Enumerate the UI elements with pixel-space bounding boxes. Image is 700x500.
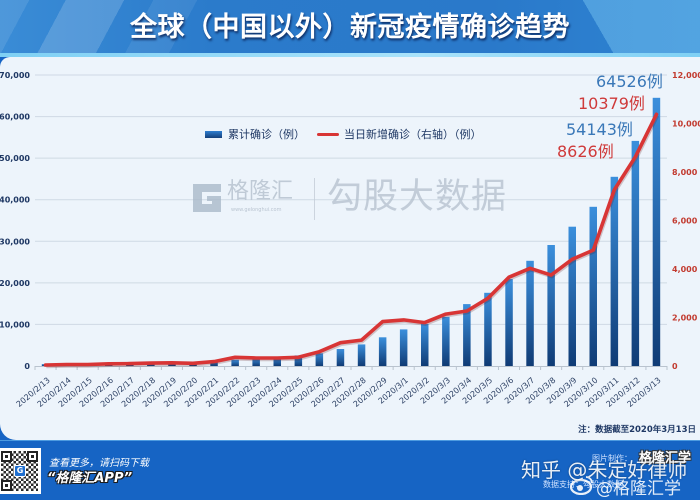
legend-bar-label: 累计确诊（例） [228, 128, 305, 141]
legend-bar-swatch [205, 130, 222, 138]
bar-cumulative [484, 292, 492, 366]
bar-cumulative [568, 226, 576, 366]
annotation-daily-3-13: 10379例 [578, 94, 645, 113]
right-axis-tick-label: 2,000 [672, 314, 698, 323]
credit-image-label: 图片制作： [592, 454, 632, 463]
right-axis-tick-label: 6,000 [672, 217, 698, 226]
cumulative-bars [41, 97, 661, 367]
bar-cumulative [294, 355, 303, 366]
right-y-axis: 0 2,000 4,000 6,000 8,000 10,000 12,000 [672, 71, 700, 371]
bar-cumulative [505, 279, 513, 366]
annotation-daily-3-12: 8626例 [557, 142, 614, 161]
right-axis-tick-label: 0 [672, 362, 678, 371]
gridlines [35, 74, 667, 325]
left-axis-tick-label: 0 [24, 362, 30, 371]
zhihu-watermark: 知乎 @朱定好律师 [521, 458, 688, 482]
left-axis-tick-label: 20,000 [0, 279, 30, 288]
page-title: 全球（中国以外）新冠疫情确诊趋势 [130, 12, 570, 43]
chart-legend: 累计确诊（例） 当日新增确诊（右轴）（例） [205, 126, 482, 142]
bar-cumulative [631, 140, 640, 366]
left-axis-tick-label: 30,000 [0, 237, 30, 246]
qr-code-pattern: G [1, 451, 38, 491]
legend-line-label: 当日新增确诊（右轴）（例） [344, 128, 482, 141]
gelonghui-logo-icon [193, 184, 221, 212]
footer-divider [0, 440, 700, 441]
credit-data-source: 数据支持：勾股大数据 [543, 480, 623, 489]
qr-code-icon[interactable]: G [0, 448, 41, 494]
watermark-url: www.gelonghui.com [231, 207, 282, 213]
header-divider [0, 53, 700, 57]
legend-line-swatch [317, 132, 339, 136]
left-axis-tick-label: 60,000 [0, 113, 30, 122]
qr-finder [27, 451, 38, 462]
bar-cumulative [610, 176, 619, 366]
x-axis: 2020/2/132020/2/142020/2/152020/2/162020… [15, 366, 668, 409]
watermark-separator [314, 178, 315, 220]
bar-cumulative [442, 316, 450, 366]
right-axis-tick-label: 4,000 [672, 265, 698, 274]
footer-cta-app-name: “格隆汇APP” [47, 471, 133, 486]
qr-finder [1, 480, 12, 491]
qr-logo-icon: G [14, 465, 26, 477]
bar-cumulative [399, 329, 408, 366]
watermark-product: 勾股大数据 [327, 177, 508, 217]
credit-image-value: 格隆汇学 [639, 451, 692, 466]
header-banner: 全球（中国以外）新冠疫情确诊趋势 [0, 0, 700, 57]
bar-cumulative [336, 349, 345, 366]
bar-cumulative [231, 359, 239, 366]
bar-cumulative [252, 358, 260, 366]
data-note: 注：数据截至2020年3月13日 [578, 425, 696, 435]
annotation-cumulative-3-13: 64526例 [596, 72, 663, 91]
bar-cumulative [652, 97, 661, 367]
left-axis-tick-label: 10,000 [0, 320, 30, 329]
bar-cumulative [547, 245, 555, 366]
watermark-brand: 格隆汇 [227, 179, 294, 204]
annotation-cumulative-3-12: 54143例 [566, 120, 633, 139]
left-axis-tick-label: 70,000 [0, 71, 30, 80]
left-axis-tick-label: 50,000 [0, 154, 30, 163]
right-axis-tick-label: 10,000 [672, 120, 700, 129]
bar-cumulative [378, 337, 387, 366]
right-axis-tick-label: 8,000 [672, 168, 698, 177]
weibo-icon [570, 476, 593, 495]
right-axis-tick-label: 12,000 [672, 71, 700, 80]
weibo-handle: @格隆汇学 [596, 479, 681, 499]
bar-cumulative [526, 260, 534, 366]
bar-cumulative [210, 361, 218, 366]
bar-cumulative [273, 356, 281, 366]
daily-new-line-series [43, 112, 660, 369]
daily-new-line [43, 112, 659, 367]
chart-panel [0, 57, 700, 440]
left-axis-tick-label: 40,000 [0, 196, 30, 205]
watermark: 格隆汇 www.gelonghui.com 勾股大数据 [190, 176, 510, 222]
qr-finder [1, 451, 12, 462]
footer-cta-line1: 查看更多，请扫码下载 [49, 458, 149, 469]
bar-cumulative [589, 206, 597, 366]
bar-cumulative [357, 344, 366, 366]
bar-cumulative [315, 353, 324, 366]
left-y-axis: 0 10,000 20,000 30,000 40,000 50,000 60,000 70,… [0, 71, 30, 371]
bar-cumulative [421, 324, 429, 366]
bar-cumulative [463, 304, 471, 366]
